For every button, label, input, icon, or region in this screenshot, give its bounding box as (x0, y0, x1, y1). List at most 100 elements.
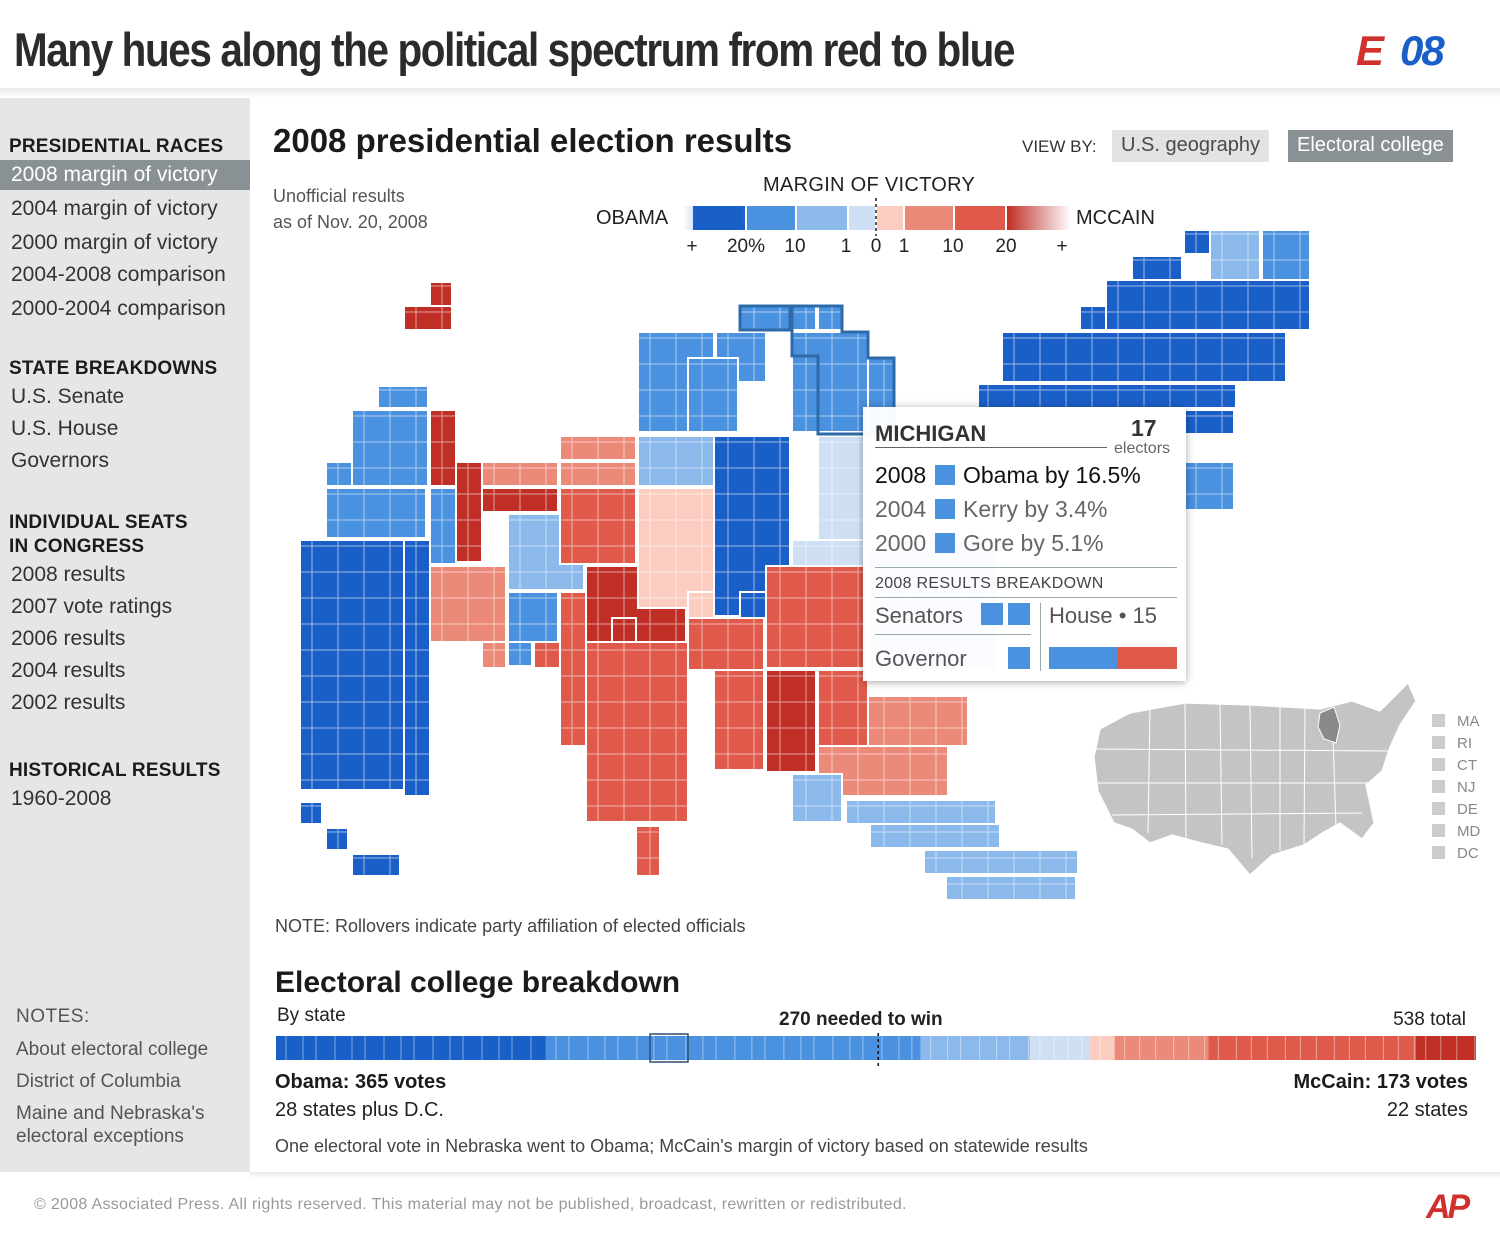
legend-tick: + (1056, 236, 1068, 257)
sidebar-item-governors[interactable]: Governors (11, 449, 110, 472)
sidebar-heading-line-1: INDIVIDUAL SEATS (9, 512, 188, 533)
state-tile-grid (481, 487, 559, 513)
sidebar-item-house[interactable]: U.S. House (11, 417, 119, 440)
obama-states: 28 states plus D.C. (275, 1099, 444, 1121)
sidebar-item-2000-2004-comparison[interactable]: 2000-2004 comparison (11, 297, 226, 320)
electoral-segment[interactable] (1415, 1036, 1476, 1060)
election-08-logo: E 08 (1356, 28, 1476, 74)
sidebar-item-2002-results[interactable]: 2002 results (11, 691, 126, 714)
note-link-electoral-college[interactable]: About electoral college (16, 1039, 209, 1060)
electoral-segment[interactable] (1029, 1036, 1091, 1060)
tooltip-result: Kerry by 3.4% (963, 496, 1108, 522)
sidebar-item-2004-2008-comparison[interactable]: 2004-2008 comparison (11, 263, 226, 286)
legend-tick: 0 (870, 236, 882, 257)
small-state-md[interactable]: MD (1432, 823, 1480, 840)
state-tile-grid (635, 825, 661, 877)
small-state-de[interactable]: DE (1432, 801, 1478, 818)
state-tile-grid (867, 695, 969, 747)
state-tile-grid (637, 435, 715, 487)
state-tile-grid (507, 641, 533, 667)
electoral-college-title: Electoral college breakdown (275, 966, 681, 999)
small-state-nj[interactable]: NJ (1432, 779, 1475, 796)
tooltip-divider (875, 447, 1107, 448)
sidebar-item-2007-vote-ratings[interactable]: 2007 vote ratings (11, 595, 173, 618)
state-tile-grid (559, 461, 637, 487)
legend-tick: 20% (726, 236, 766, 257)
state-tile-grid (791, 305, 817, 331)
mccain-votes: McCain: 173 votes (1293, 1071, 1468, 1093)
legend-swatch (797, 206, 847, 230)
senator-seat-dem (1008, 603, 1030, 625)
state-square-icon (1432, 824, 1445, 837)
small-state-ma[interactable]: MA (1432, 713, 1480, 730)
sidebar-item-2004-results[interactable]: 2004 results (11, 659, 126, 682)
state-tiles[interactable] (299, 229, 1311, 901)
state-code: RI (1457, 735, 1472, 752)
electoral-segment[interactable] (1090, 1036, 1115, 1060)
small-state-ct[interactable]: CT (1432, 757, 1477, 774)
note-link-dc[interactable]: District of Columbia (16, 1071, 181, 1092)
michigan-upper-outline (738, 304, 792, 332)
legend-swatch (1007, 206, 1071, 230)
tooltip-row-2000: 2000 Gore by 5.1% (875, 530, 1104, 557)
state-code: MA (1457, 713, 1480, 730)
state-tile-grid (1183, 409, 1235, 435)
state-tile-grid (817, 745, 949, 797)
sidebar-item-2008-results[interactable]: 2008 results (11, 563, 126, 586)
view-by-geography-button[interactable]: U.S. geography (1112, 130, 1269, 162)
note-link-maine-nebraska[interactable]: Maine and Nebraska's electoral exception… (16, 1103, 205, 1147)
legend-tick: 1 (898, 236, 910, 257)
sidebar-heading-line-2: IN CONGRESS (9, 536, 145, 557)
legend-tick: 20 (995, 236, 1017, 257)
state-tile-grid (481, 461, 559, 487)
sidebar-item-2008-margin[interactable]: 2008 margin of victory (0, 160, 250, 190)
state-code: DC (1457, 845, 1479, 862)
tooltip-row-2008: 2008 Obama by 16.5% (875, 462, 1141, 489)
state-tile-grid (791, 331, 869, 433)
senator-seat-dem (981, 603, 1003, 625)
sidebar-item-2006-results[interactable]: 2006 results (11, 627, 126, 650)
result-swatch (935, 499, 955, 519)
electoral-college-bar[interactable] (275, 1033, 1477, 1067)
electoral-segment[interactable] (1208, 1036, 1416, 1060)
state-tile-grid (559, 591, 587, 747)
by-state-label: By state (277, 1005, 346, 1026)
state-tile-grid (559, 487, 637, 565)
tooltip-result: Obama by 16.5% (963, 462, 1141, 488)
sidebar-item-2000-margin[interactable]: 2000 margin of victory (11, 231, 218, 254)
selected-state-segment[interactable] (649, 1033, 689, 1063)
sidebar-item-2004-margin[interactable]: 2004 margin of victory (11, 197, 218, 220)
electoral-segment[interactable] (920, 1036, 1030, 1060)
mccain-states: 22 states (1386, 1099, 1468, 1121)
state-tile-grid (377, 385, 429, 409)
state-tile-grid (325, 487, 427, 539)
needed-to-win-label: 270 needed to win (779, 1009, 943, 1030)
state-tile-grid (507, 591, 559, 643)
logo-year: 08 (1400, 27, 1445, 74)
unofficial-line-1: Unofficial results (273, 186, 405, 206)
tooltip-electors-label: electors (1114, 440, 1171, 457)
small-state-ri[interactable]: RI (1432, 735, 1472, 752)
electoral-segment[interactable] (276, 1036, 546, 1060)
obama-votes: Obama: 365 votes (275, 1071, 447, 1093)
state-tile-grid (687, 617, 765, 671)
michigan-selected-outline[interactable] (790, 304, 896, 436)
main-title: 2008 presidential election results (273, 122, 793, 159)
sidebar-item-1960-2008[interactable]: 1960-2008 (11, 787, 112, 810)
view-by-electoral-college-button[interactable]: Electoral college (1288, 130, 1453, 162)
state-tile-grid (455, 461, 483, 563)
state-tile-grid (1183, 461, 1235, 511)
sidebar-item-senate[interactable]: U.S. Senate (11, 385, 125, 408)
tooltip-breakdown-title: 2008 RESULTS BREAKDOWN (875, 575, 1104, 592)
state-square-icon (1432, 758, 1445, 771)
sidebar-heading-individual-seats: INDIVIDUAL SEATS IN CONGRESS (9, 511, 188, 559)
tooltip-year: 2008 (875, 462, 927, 488)
state-tile-grid (1001, 331, 1287, 383)
state-tile-grid (299, 801, 323, 825)
small-state-dc[interactable]: DC (1432, 845, 1479, 862)
view-by-label: VIEW BY: (1022, 137, 1097, 156)
tooltip-electors-count: 17 (1131, 415, 1157, 441)
electoral-segment[interactable] (545, 1036, 921, 1060)
electoral-segment[interactable] (1114, 1036, 1209, 1060)
